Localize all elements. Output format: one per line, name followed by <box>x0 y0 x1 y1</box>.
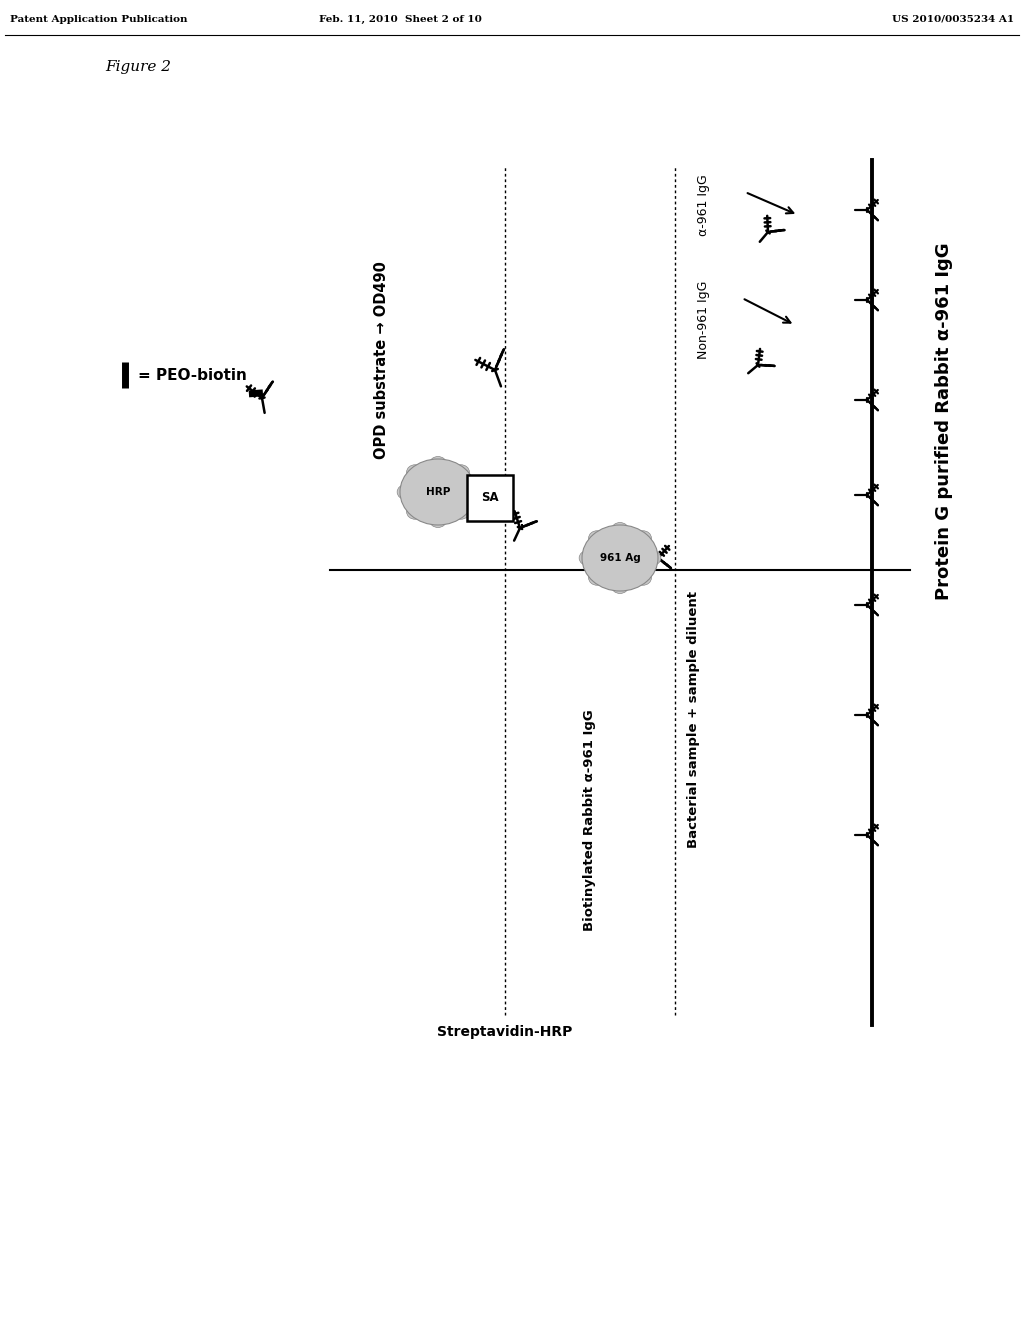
Ellipse shape <box>407 465 424 479</box>
Ellipse shape <box>429 457 446 471</box>
Text: Patent Application Publication: Patent Application Publication <box>10 15 187 24</box>
Text: US 2010/0035234 A1: US 2010/0035234 A1 <box>892 15 1014 24</box>
Text: Bacterial sample + sample diluent: Bacterial sample + sample diluent <box>686 591 699 849</box>
Text: Figure 2: Figure 2 <box>105 59 171 74</box>
Text: Non-961 IgG: Non-961 IgG <box>697 281 710 359</box>
Ellipse shape <box>580 550 596 565</box>
Ellipse shape <box>462 484 479 499</box>
Text: 961 Ag: 961 Ag <box>600 553 640 564</box>
Text: SA: SA <box>481 491 499 504</box>
Text: Feb. 11, 2010  Sheet 2 of 10: Feb. 11, 2010 Sheet 2 of 10 <box>318 15 481 24</box>
Text: = PEO-biotin: = PEO-biotin <box>138 367 247 383</box>
Ellipse shape <box>397 484 415 499</box>
Ellipse shape <box>582 525 658 591</box>
Text: α-961 IgG: α-961 IgG <box>697 174 710 236</box>
Ellipse shape <box>429 512 446 528</box>
FancyBboxPatch shape <box>467 475 513 521</box>
Ellipse shape <box>589 531 606 545</box>
Text: Biotinylated Rabbit α-961 IgG: Biotinylated Rabbit α-961 IgG <box>584 709 597 931</box>
Ellipse shape <box>453 465 469 479</box>
Text: Protein G purified Rabbit α-961 IgG: Protein G purified Rabbit α-961 IgG <box>935 243 953 601</box>
Ellipse shape <box>400 459 476 525</box>
Text: OPD substrate → OD490: OPD substrate → OD490 <box>375 261 389 459</box>
Ellipse shape <box>589 570 606 585</box>
Ellipse shape <box>634 570 651 585</box>
Ellipse shape <box>453 504 469 519</box>
Ellipse shape <box>644 550 660 565</box>
Ellipse shape <box>407 504 424 519</box>
Text: HRP: HRP <box>426 487 451 498</box>
Text: Streptavidin-HRP: Streptavidin-HRP <box>437 1026 572 1039</box>
Ellipse shape <box>611 578 629 594</box>
Ellipse shape <box>611 523 629 537</box>
Ellipse shape <box>634 531 651 545</box>
